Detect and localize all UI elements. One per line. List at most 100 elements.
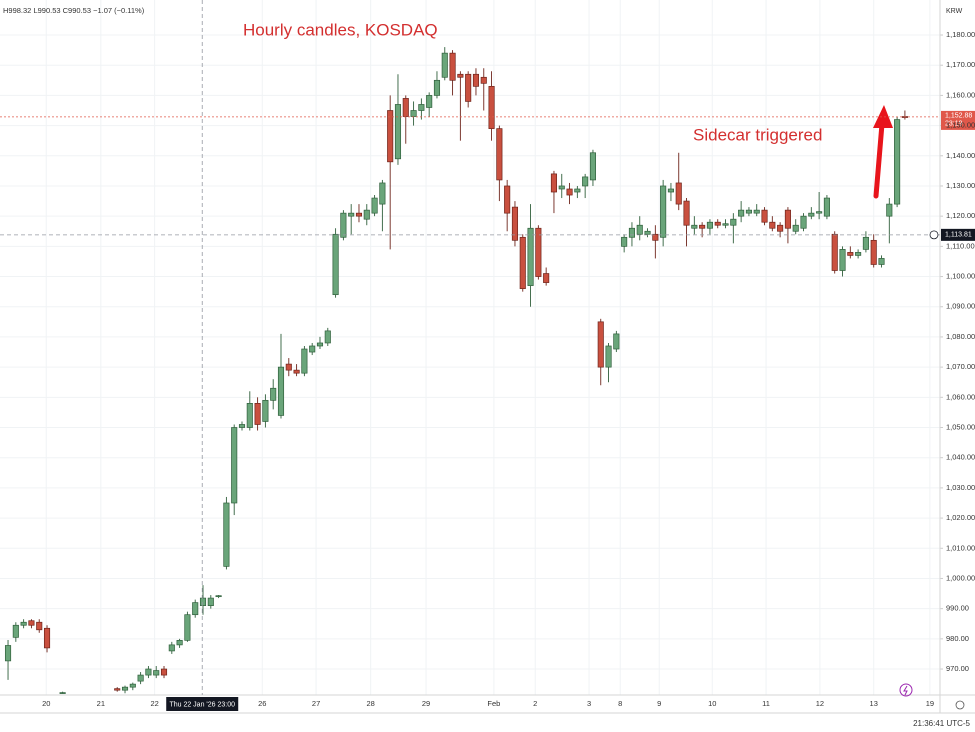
candle-body bbox=[621, 236, 628, 247]
grid bbox=[0, 0, 943, 695]
candle-body bbox=[153, 670, 160, 676]
y-tick-label: 1,100.00 bbox=[946, 272, 975, 281]
candle-body bbox=[199, 597, 207, 606]
candle-body bbox=[176, 640, 183, 646]
candle-body bbox=[730, 218, 737, 226]
y-tick-label: 1,140.00 bbox=[946, 151, 975, 160]
candle-body bbox=[387, 110, 394, 163]
candle-body bbox=[816, 211, 823, 214]
x-tick-label: 8 bbox=[618, 699, 622, 708]
candle-body bbox=[4, 645, 12, 662]
candle-body bbox=[745, 209, 752, 214]
candle-body bbox=[238, 424, 246, 428]
y-tick-label: 1,180.00 bbox=[946, 30, 975, 39]
candle-body bbox=[316, 342, 324, 347]
candle-body bbox=[114, 688, 121, 691]
y-tick-label: 1,090.00 bbox=[946, 302, 975, 311]
candle-body bbox=[340, 212, 347, 238]
candle-body bbox=[660, 185, 667, 238]
candle-body bbox=[160, 668, 168, 676]
candle-body bbox=[145, 668, 152, 676]
x-tick-label: 22 bbox=[150, 699, 158, 708]
arrow-shaft bbox=[873, 121, 885, 199]
candle-body bbox=[519, 236, 526, 289]
candle-body bbox=[714, 221, 721, 226]
annotation: Sidecar triggered bbox=[693, 125, 822, 144]
candle-body bbox=[699, 224, 706, 229]
candle-body bbox=[433, 79, 441, 96]
crosshair-time-box bbox=[166, 697, 239, 711]
candle-body bbox=[738, 209, 745, 217]
candle-body bbox=[800, 215, 807, 229]
candle-body bbox=[589, 152, 596, 181]
candle-body bbox=[129, 683, 136, 688]
candle-body bbox=[855, 252, 862, 256]
y-tick-label: 1,120.00 bbox=[946, 211, 975, 220]
ohlc-readout: H998.32 L990.53 C990.53 −1.07 (−0.11%) bbox=[3, 6, 145, 15]
alert-icon[interactable] bbox=[899, 683, 913, 697]
candle-body bbox=[527, 227, 534, 286]
x-tick-label: 10 bbox=[708, 699, 716, 708]
candle-body bbox=[823, 197, 830, 217]
candle-body bbox=[184, 614, 191, 641]
candle-body bbox=[878, 258, 885, 265]
candle-body bbox=[480, 76, 487, 84]
y-tick-label: 1,130.00 bbox=[946, 181, 975, 190]
candle-body bbox=[613, 333, 620, 350]
y-tick-label: 1,070.00 bbox=[946, 362, 975, 371]
clock: 21:36:41 UTC-5 bbox=[913, 719, 970, 728]
candle-body bbox=[28, 620, 35, 626]
settings-icon[interactable] bbox=[955, 700, 965, 710]
candle-body bbox=[550, 173, 558, 193]
candle-body bbox=[574, 188, 581, 193]
candle-body bbox=[792, 224, 799, 232]
candle-body bbox=[441, 52, 448, 78]
crosshair-price-box bbox=[941, 228, 975, 241]
candle-body bbox=[667, 188, 674, 193]
candle-body bbox=[418, 104, 425, 111]
y-tick-label: 990.00 bbox=[946, 604, 969, 613]
y-tick-label: 970.00 bbox=[946, 664, 969, 673]
candle-body bbox=[270, 387, 277, 401]
candle-body bbox=[332, 233, 339, 296]
candle-body bbox=[457, 73, 464, 78]
candle-body bbox=[566, 188, 573, 196]
candle-body bbox=[472, 73, 480, 87]
candle-body bbox=[722, 223, 729, 226]
y-tick-label: 1,040.00 bbox=[946, 453, 975, 462]
last-price-label: 1,152.88 bbox=[945, 113, 972, 120]
candle-body bbox=[465, 73, 472, 102]
x-tick-label: 20 bbox=[42, 699, 50, 708]
candle-body bbox=[628, 227, 635, 238]
y-tick-label: 1,160.00 bbox=[946, 90, 975, 99]
x-tick-label: 21 bbox=[97, 699, 105, 708]
candle-body bbox=[348, 212, 355, 217]
candle-body bbox=[410, 110, 417, 117]
x-tick-label: 13 bbox=[870, 699, 878, 708]
candle-body bbox=[449, 52, 456, 81]
candle-body bbox=[192, 602, 199, 616]
y-tick-label: 1,060.00 bbox=[946, 392, 975, 401]
candle-body bbox=[231, 427, 238, 504]
candle-body bbox=[223, 502, 230, 567]
alert-bolt bbox=[903, 685, 908, 696]
candle-body bbox=[36, 621, 43, 631]
candle-body bbox=[43, 627, 51, 649]
candle-body bbox=[293, 369, 300, 374]
x-tick-label: 3 bbox=[587, 699, 591, 708]
y-tick-label: 1,150.00 bbox=[946, 121, 975, 130]
y-tick-label: 980.00 bbox=[946, 634, 969, 643]
candle-body bbox=[691, 224, 698, 229]
arrow-head bbox=[873, 105, 893, 128]
candle-body bbox=[511, 206, 519, 241]
x-tick-label: 28 bbox=[367, 699, 375, 708]
x-tick-label: 2 bbox=[533, 699, 537, 708]
candle-body bbox=[847, 252, 854, 256]
candle-body bbox=[309, 345, 316, 353]
crosshair-time-label: Thu 22 Jan '26 23:00 bbox=[169, 701, 235, 708]
candle-body bbox=[683, 200, 690, 226]
x-tick-label: 26 bbox=[258, 699, 266, 708]
candle-body bbox=[675, 182, 682, 205]
candle-body bbox=[644, 230, 651, 235]
